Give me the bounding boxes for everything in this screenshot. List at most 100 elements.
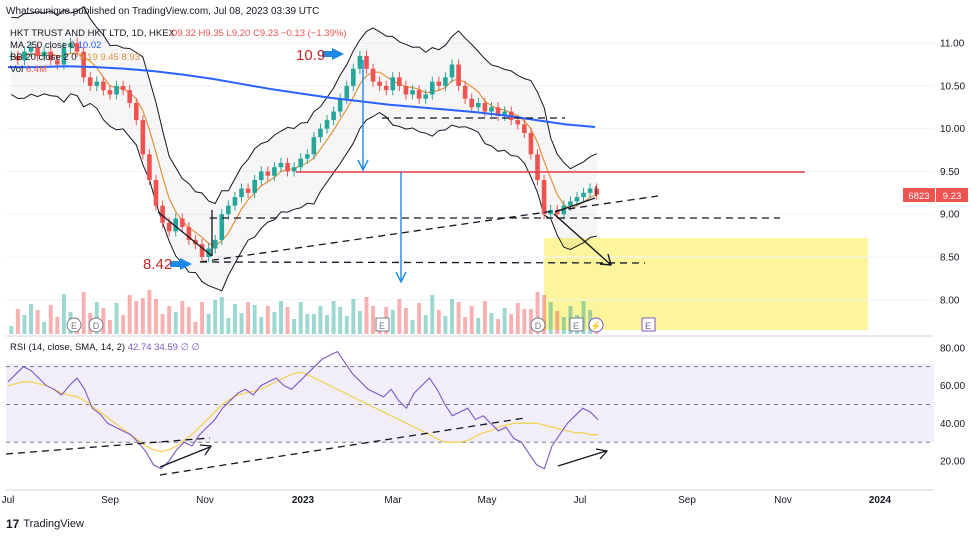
volume-bar [121, 315, 126, 334]
time-tick-label: Sep [101, 495, 119, 506]
last-price-tag [936, 188, 968, 202]
volume-bar [338, 307, 343, 334]
volume-bar [371, 306, 376, 334]
time-axis[interactable]: Jul Sep Nov 2023 Mar May Jul Sep Nov 2024 [2, 495, 892, 506]
volume-bar [450, 299, 454, 334]
candle-body [120, 85, 126, 91]
rsi-band [6, 364, 934, 442]
split-marker[interactable] [588, 317, 604, 333]
volume-bar [311, 314, 316, 334]
tradingview-brand[interactable]: 17 TradingView [6, 517, 84, 531]
candle-body [515, 120, 521, 125]
volume-bar [107, 320, 112, 334]
candle-body [304, 154, 310, 159]
low-label: 8.42 [143, 256, 172, 273]
time-tick-label: Nov [196, 495, 214, 506]
volume-bar [430, 295, 435, 334]
volume-bar [272, 312, 277, 334]
volume-bar [357, 311, 362, 334]
rising-trendline [199, 195, 659, 263]
volume-bar [298, 302, 303, 334]
candle-body [351, 68, 356, 86]
target-zone [544, 238, 868, 330]
volume-bar [42, 322, 47, 334]
candle-body [561, 205, 567, 215]
volume-bar [351, 299, 356, 334]
rsi-tick-label: 60.00 [940, 381, 965, 392]
split-marker-label: ⚡ [590, 320, 601, 332]
volume-bar [292, 319, 297, 334]
dividend-marker-2[interactable] [530, 317, 546, 333]
volume-bar [482, 301, 487, 334]
volume-bar [173, 312, 178, 334]
volume-bar [528, 309, 533, 334]
candle-body [541, 180, 547, 215]
price-axis[interactable]: 11.00 10.50 10.00 9.50 9.00 8.50 8.00 [940, 39, 965, 307]
volume-bar [443, 316, 448, 334]
candle-body [226, 205, 231, 215]
candle-body [318, 128, 323, 138]
candle-body [219, 214, 225, 240]
earnings-marker-label: E [71, 321, 77, 331]
candle-body [291, 167, 297, 172]
price-tick-label: 9.00 [940, 210, 960, 221]
rsi-tick-label: 40.00 [940, 419, 965, 430]
volume-bar [226, 318, 231, 334]
candle-body [462, 85, 468, 99]
candle-body [35, 47, 40, 56]
rsi-divergence-2 [557, 450, 607, 467]
legend-ohlc: O9.32 H9.35 L9.20 C9.23 −0.13 (−1.39%) [170, 28, 346, 39]
high-label: 10.9 [296, 47, 325, 64]
earnings-marker-4[interactable] [641, 317, 656, 332]
candle-body [456, 64, 461, 86]
candle-body [522, 124, 527, 133]
candle-body [482, 103, 488, 112]
candle-body [252, 180, 257, 193]
candle-body [74, 43, 80, 52]
candle-body [55, 60, 60, 65]
candle-body [574, 197, 580, 202]
volume-bar [436, 310, 441, 334]
volume-bar [114, 303, 119, 334]
candle-body [344, 85, 350, 99]
candle-body [180, 218, 185, 228]
volume-bar [509, 314, 514, 334]
volume-bar [35, 310, 40, 334]
volume-bar [364, 297, 369, 334]
dividend-marker[interactable] [88, 317, 104, 333]
earnings-marker-2[interactable] [375, 317, 390, 332]
candle-body [173, 218, 179, 232]
volume-bar [456, 302, 461, 334]
volume-bar [246, 302, 251, 334]
rsi-axis[interactable]: 80.00 60.00 40.00 20.00 [940, 343, 965, 467]
earnings-marker-3[interactable] [569, 317, 584, 332]
rsi-tick-label: 80.00 [940, 343, 965, 354]
volume-bar [81, 292, 86, 334]
publisher-line: Whatsounique published on TradingView.co… [6, 6, 320, 17]
bollinger-upper [11, 6, 597, 205]
candle-body [101, 81, 106, 91]
measure-arrowhead-2 [395, 271, 407, 284]
earnings-marker[interactable] [66, 317, 82, 333]
candle-body [449, 64, 455, 78]
candle-body [278, 162, 284, 168]
volume-bar [535, 292, 540, 334]
candle-body [581, 192, 586, 198]
volume-bar [522, 309, 527, 334]
candle-body [377, 81, 382, 86]
candle-body [528, 132, 534, 155]
volume-bar [147, 290, 152, 334]
time-tick-label: 2023 [292, 495, 315, 506]
volume-bar [285, 307, 290, 334]
volume-bar [331, 301, 336, 334]
candle-body [298, 158, 304, 168]
candle-body [272, 167, 277, 176]
candle-body [535, 154, 540, 180]
candle-body [28, 47, 34, 52]
last-price-text: 9.23 [943, 191, 962, 202]
rsi-arrowhead-1 [199, 444, 213, 456]
volume-bar [325, 315, 329, 334]
volume-bar [160, 314, 165, 334]
legend: HKT TRUST AND HKT LTD, 1D, HKEX O9.32 H9… [10, 28, 346, 75]
